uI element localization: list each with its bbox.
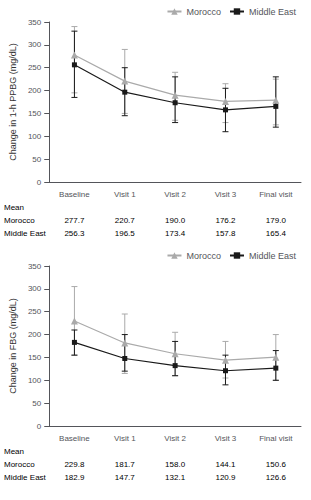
svg-text:132.1: 132.1	[165, 473, 186, 482]
svg-text:147.7: 147.7	[115, 473, 136, 482]
svg-text:Visit 2: Visit 2	[164, 190, 186, 199]
svg-text:182.9: 182.9	[64, 473, 85, 482]
svg-text:220.7: 220.7	[115, 216, 136, 225]
svg-text:0: 0	[37, 422, 42, 431]
svg-text:Middle East: Middle East	[249, 251, 297, 261]
svg-text:100: 100	[28, 376, 42, 385]
svg-text:350: 350	[28, 262, 42, 271]
svg-text:Mean: Mean	[4, 203, 24, 212]
svg-text:150: 150	[28, 109, 42, 118]
svg-text:Morocco: Morocco	[186, 7, 221, 17]
svg-text:277.7: 277.7	[64, 216, 85, 225]
svg-text:Baseline: Baseline	[59, 434, 90, 443]
svg-text:150: 150	[28, 353, 42, 362]
svg-text:350: 350	[28, 18, 42, 27]
svg-text:179.0: 179.0	[266, 216, 287, 225]
svg-text:250: 250	[28, 307, 42, 316]
svg-text:Middle East: Middle East	[4, 473, 47, 482]
svg-text:Visit 2: Visit 2	[164, 434, 186, 443]
svg-text:Morocco: Morocco	[4, 216, 35, 225]
svg-text:Final visit: Final visit	[259, 434, 293, 443]
svg-text:176.2: 176.2	[215, 216, 236, 225]
svg-text:Visit 3: Visit 3	[215, 190, 237, 199]
svg-text:126.6: 126.6	[266, 473, 287, 482]
svg-text:300: 300	[28, 40, 42, 49]
svg-text:Mean: Mean	[4, 447, 24, 456]
svg-text:Change in FBG (mg/dL): Change in FBG (mg/dL)	[8, 298, 18, 394]
svg-text:50: 50	[32, 155, 41, 164]
svg-text:50: 50	[32, 399, 41, 408]
svg-text:Visit 1: Visit 1	[114, 434, 136, 443]
svg-text:157.8: 157.8	[215, 229, 236, 238]
svg-text:200: 200	[28, 86, 42, 95]
svg-text:100: 100	[28, 132, 42, 141]
svg-text:Visit 1: Visit 1	[114, 190, 136, 199]
svg-text:Morocco: Morocco	[186, 251, 221, 261]
svg-text:173.4: 173.4	[165, 229, 186, 238]
svg-text:Final visit: Final visit	[259, 190, 293, 199]
svg-text:Visit 3: Visit 3	[215, 434, 237, 443]
svg-text:150.6: 150.6	[266, 460, 287, 469]
svg-text:190.0: 190.0	[165, 216, 186, 225]
svg-text:158.0: 158.0	[165, 460, 186, 469]
svg-text:229.8: 229.8	[64, 460, 85, 469]
svg-text:144.1: 144.1	[215, 460, 236, 469]
svg-text:Change in 1-h PPBG (mg/dL): Change in 1-h PPBG (mg/dL)	[8, 43, 18, 161]
svg-text:Middle East: Middle East	[4, 229, 47, 238]
svg-text:300: 300	[28, 284, 42, 293]
svg-text:250: 250	[28, 63, 42, 72]
svg-text:196.5: 196.5	[115, 229, 136, 238]
svg-text:Baseline: Baseline	[59, 190, 90, 199]
svg-text:165.4: 165.4	[266, 229, 287, 238]
svg-text:181.7: 181.7	[115, 460, 136, 469]
svg-text:256.3: 256.3	[64, 229, 85, 238]
svg-text:Middle East: Middle East	[249, 7, 297, 17]
svg-text:Morocco: Morocco	[4, 460, 35, 469]
svg-text:120.9: 120.9	[215, 473, 236, 482]
svg-text:0: 0	[37, 178, 42, 187]
svg-text:200: 200	[28, 330, 42, 339]
